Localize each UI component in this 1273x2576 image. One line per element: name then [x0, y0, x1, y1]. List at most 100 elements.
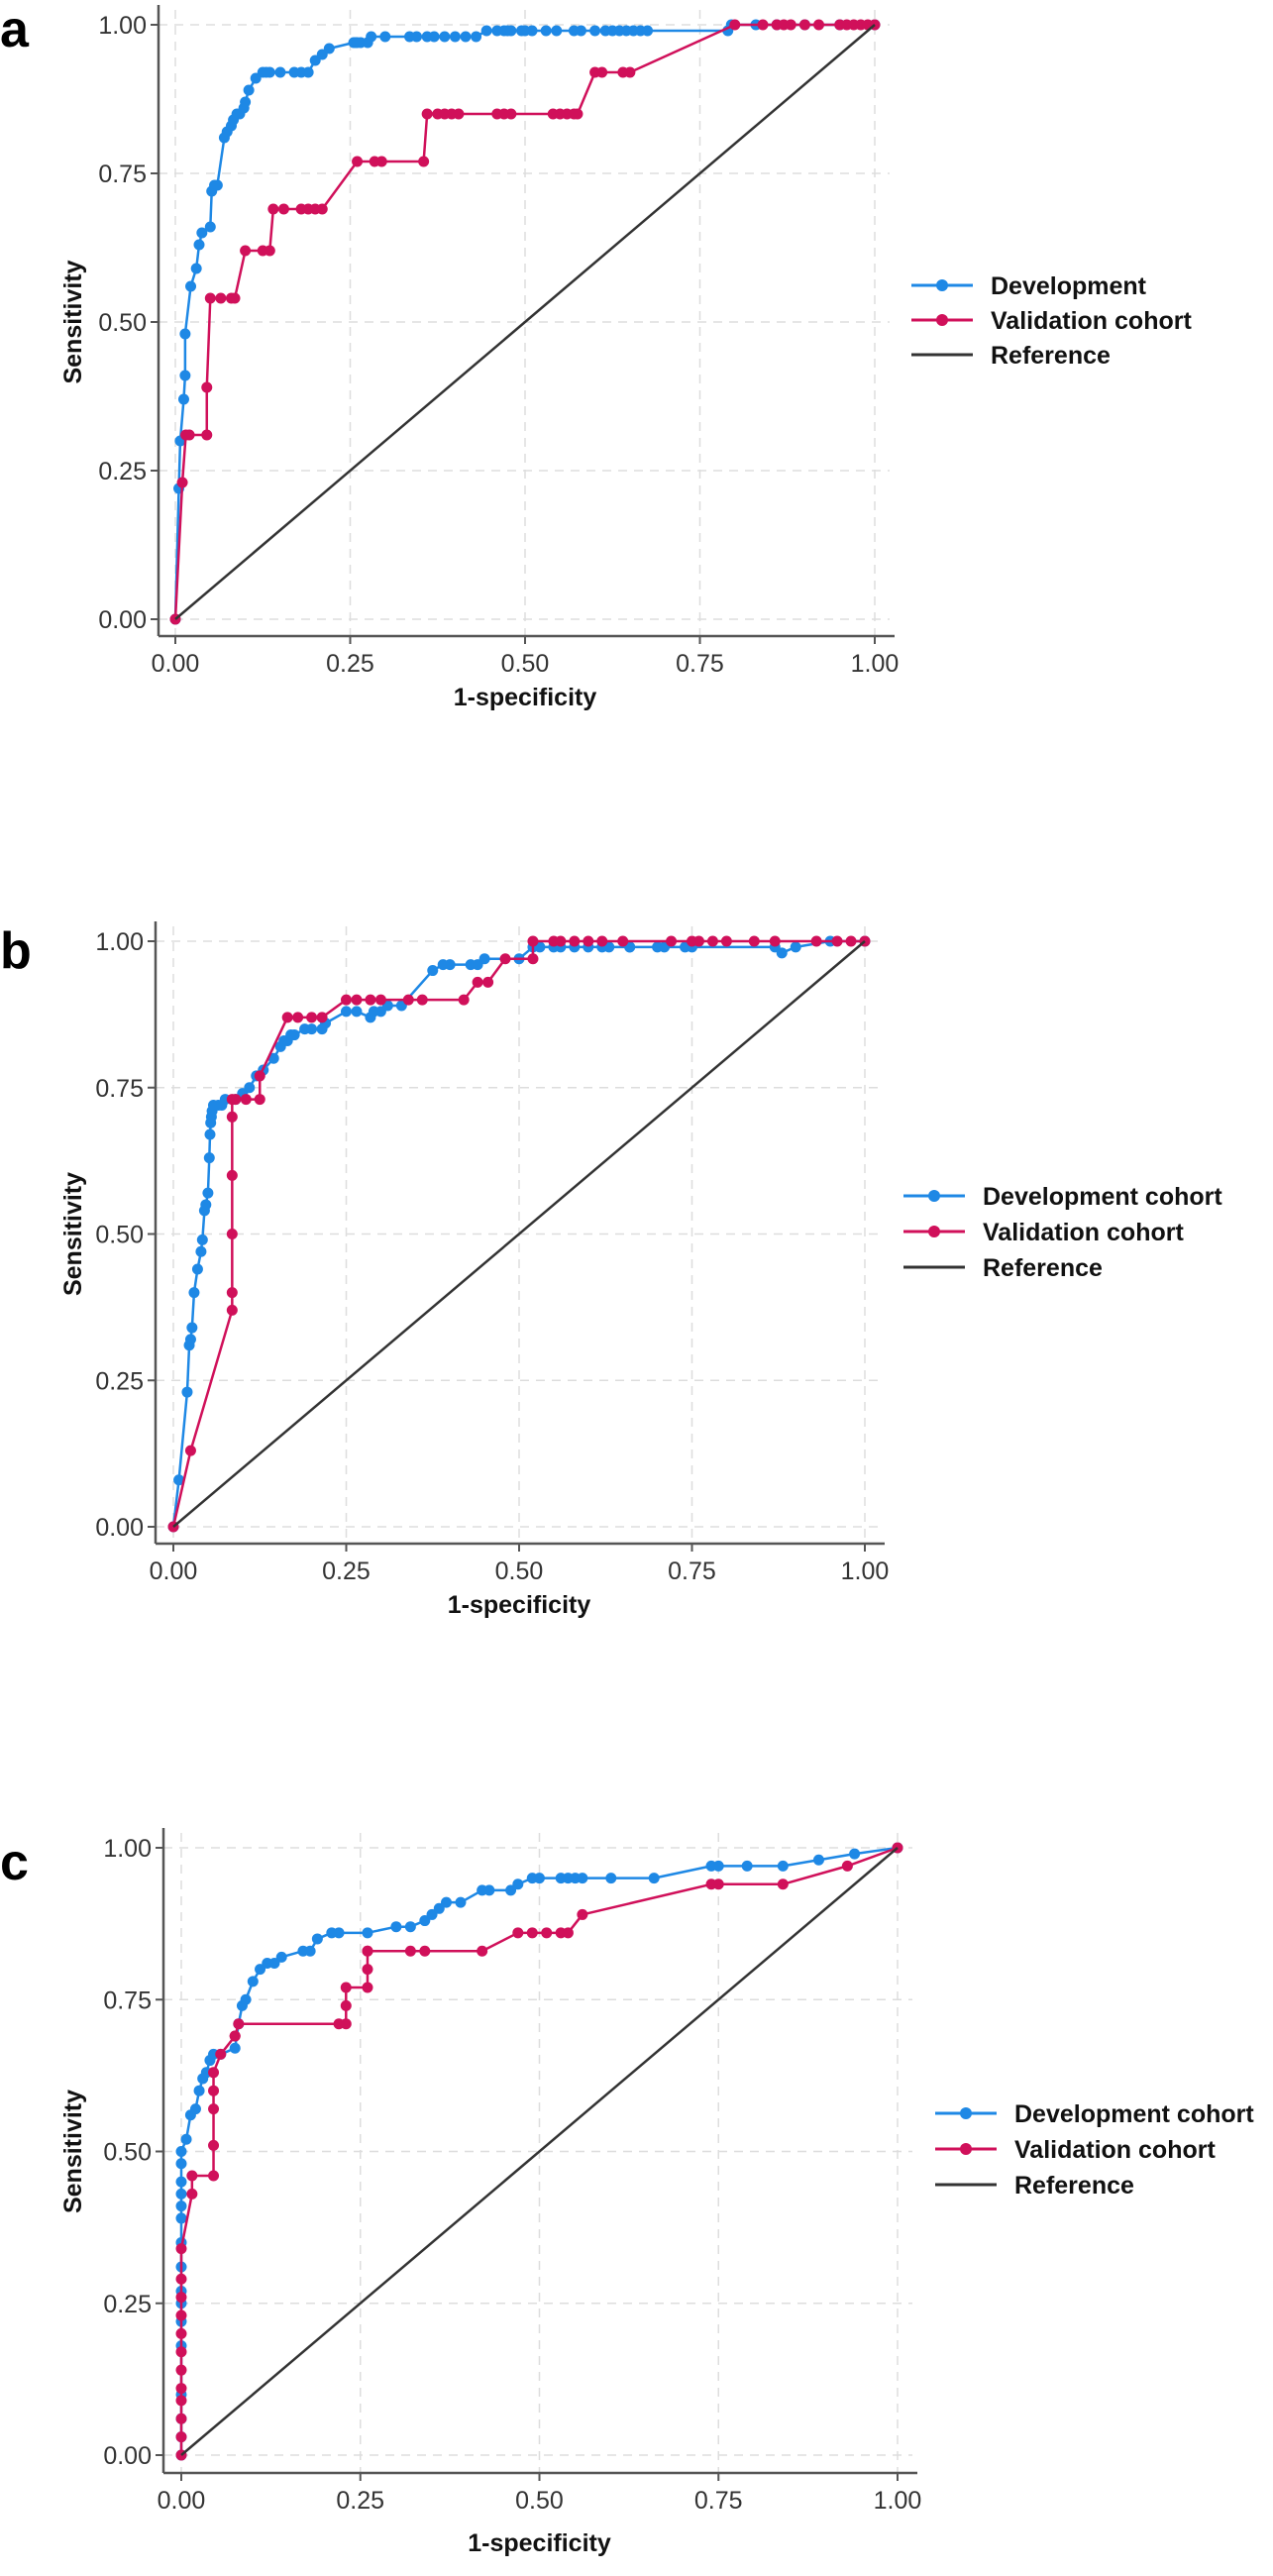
validation-point — [810, 935, 822, 947]
development-point — [642, 25, 654, 37]
development-point — [204, 1128, 216, 1140]
validation-point — [208, 2170, 220, 2182]
development-point — [777, 1860, 789, 1872]
legend-label: Validation cohort — [991, 307, 1192, 335]
development-point — [444, 959, 456, 971]
development-point — [605, 1873, 617, 1884]
development-point — [184, 1334, 196, 1345]
validation-point — [666, 935, 678, 947]
legend-label: Validation cohort — [983, 1219, 1184, 1246]
legend-label: Reference — [991, 342, 1111, 370]
panel-label-a: a — [0, 1, 29, 58]
development-point — [471, 31, 482, 43]
validation-point — [281, 1012, 293, 1023]
validation-point — [254, 1070, 265, 1082]
development-point — [776, 947, 788, 959]
y-tick-label: 0.00 — [95, 1514, 144, 1542]
validation-point — [277, 203, 289, 215]
x-tick-label: 0.75 — [676, 650, 724, 678]
y-tick-label: 0.50 — [95, 1222, 144, 1249]
x-tick-label: 0.00 — [150, 1557, 198, 1585]
development-point — [202, 1187, 214, 1199]
x-tick-label: 0.25 — [336, 2487, 384, 2515]
development-point — [267, 1052, 279, 1064]
development-point — [240, 96, 252, 108]
legend-swatch-marker — [936, 314, 948, 326]
development-point — [712, 1860, 724, 1872]
development-point — [255, 1964, 266, 1976]
development-point — [505, 1884, 517, 1896]
validation-point — [215, 292, 227, 304]
validation-point — [175, 2346, 187, 2358]
legend-item-reference: Reference — [903, 1254, 1103, 1282]
legend-item-development: Development cohort — [903, 1183, 1222, 1211]
series-reference — [174, 24, 876, 620]
validation-point — [186, 2188, 198, 2200]
roc-chart-b: 0.00 0.25 0.50 0.75 1.00 0.00 0.25 0.50 0.75 1.00… — [59, 921, 1222, 1619]
validation-point — [226, 1111, 238, 1123]
y-tick-label: 0.75 — [103, 1986, 152, 2014]
validation-point — [569, 935, 581, 947]
validation-point — [175, 2431, 187, 2443]
validation-point — [340, 2018, 352, 2030]
validation-point — [798, 19, 810, 31]
y-tick-label: 0.75 — [98, 161, 147, 188]
validation-point — [184, 1445, 196, 1456]
validation-point — [712, 1878, 724, 1890]
x-axis-title: 1-specificity — [448, 1591, 591, 1619]
validation-point — [505, 108, 517, 120]
y-axis-title: Sensitivity — [59, 1172, 87, 1296]
validation-point — [583, 935, 594, 947]
validation-point — [229, 2030, 241, 2042]
x-tick-label: 0.75 — [694, 2487, 743, 2515]
validation-point — [267, 203, 279, 215]
legend-label: Development cohort — [983, 1183, 1222, 1211]
development-point — [741, 1860, 753, 1872]
validation-point — [527, 935, 539, 947]
x-tick-label: 1.00 — [851, 650, 900, 678]
validation-point — [204, 292, 216, 304]
development-point — [189, 2103, 201, 2115]
panel-b: b 0.00 0.25 0.50 0.75 1.00 0.00 0.25 0.50 0.75 1.… — [0, 773, 1273, 1635]
x-tick-label: 0.75 — [668, 1557, 716, 1585]
validation-point — [175, 2273, 187, 2285]
development-point — [243, 84, 255, 96]
development-point — [419, 1915, 431, 1927]
validation-point — [720, 935, 732, 947]
x-tick-label: 0.00 — [158, 2487, 206, 2515]
validation-point — [226, 1169, 238, 1181]
development-point — [244, 1082, 256, 1094]
development-point — [483, 1884, 495, 1896]
development-point — [455, 1896, 467, 1908]
series-reference — [172, 940, 866, 1528]
validation-point — [526, 1927, 538, 1939]
development-point — [790, 941, 801, 953]
y-tick-label: 0.50 — [103, 2139, 152, 2167]
y-tick-label: 1.00 — [98, 12, 147, 40]
legend-item-development: Development — [911, 272, 1147, 300]
development-point — [551, 25, 563, 37]
development-point — [439, 31, 451, 43]
x-tick-label: 1.00 — [874, 2487, 922, 2515]
development-point — [211, 179, 223, 191]
validation-point — [757, 19, 769, 31]
validation-point — [229, 292, 241, 304]
validation-point — [175, 2309, 187, 2321]
development-point — [526, 25, 538, 37]
validation-point — [769, 935, 781, 947]
validation-point — [706, 935, 718, 947]
x-tick-label: 1.00 — [841, 1557, 890, 1585]
legend-label: Validation cohort — [1014, 2136, 1216, 2164]
roc-chart-c: 0.00 0.25 0.50 0.75 1.00 0.00 0.25 0.50 0.75 1.00… — [59, 1828, 1254, 2557]
validation-point — [845, 935, 857, 947]
development-point — [540, 25, 552, 37]
validation-point — [254, 1094, 265, 1106]
development-point — [193, 239, 205, 251]
series-validation — [169, 19, 881, 625]
legend-label: Development — [991, 272, 1147, 300]
panel-c: c 0.00 0.25 0.50 0.75 1.00 0.00 0.25 0.50 0.75 1.… — [0, 1635, 1273, 2576]
validation-point — [419, 1945, 431, 1957]
development-point — [268, 1957, 280, 1969]
validation-point — [402, 994, 414, 1006]
development-point — [191, 1263, 203, 1275]
